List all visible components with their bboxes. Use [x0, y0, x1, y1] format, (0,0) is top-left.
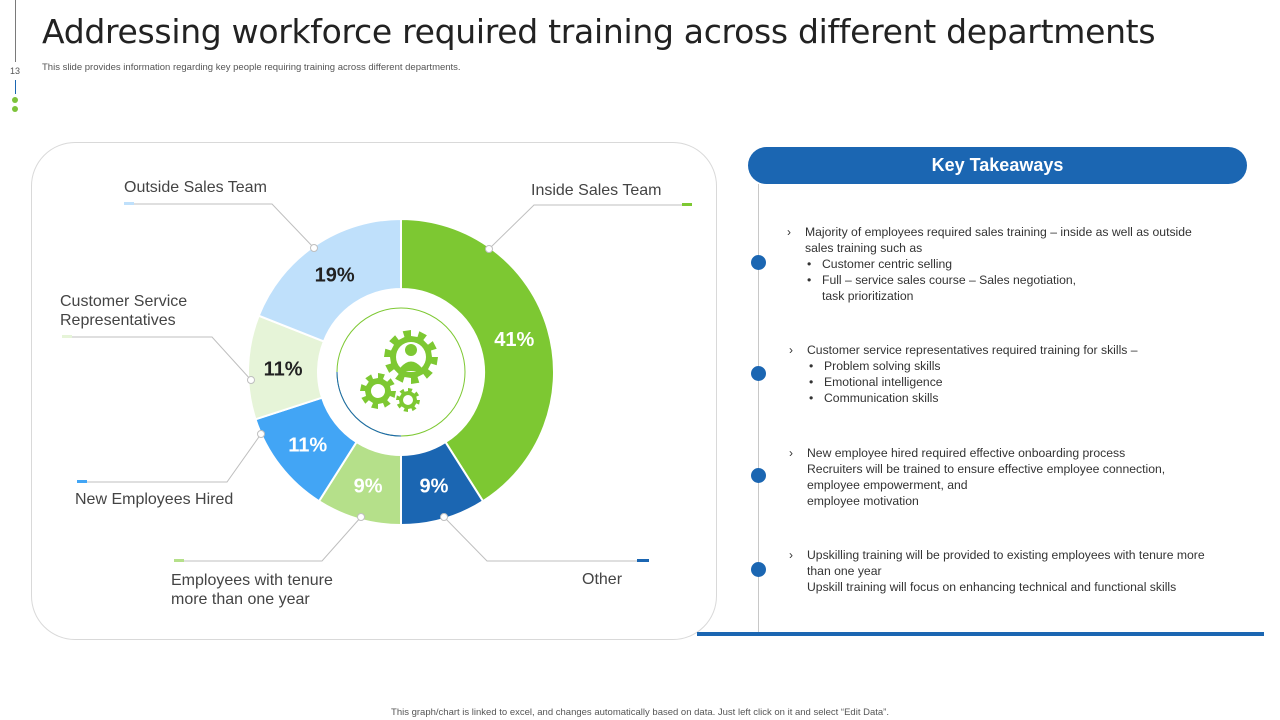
accent-dot: [12, 106, 18, 112]
slice-value-label: 9%: [419, 475, 448, 497]
slice-value-label: 19%: [315, 264, 355, 286]
footer-note: This graph/chart is linked to excel, and…: [391, 707, 889, 718]
chart-card: 41% 9% 9% 11% 11% 19% Outside Sales Team Insi…: [31, 142, 717, 640]
takeaway-text: than one year: [807, 564, 882, 578]
leader-line: [443, 516, 647, 562]
key-takeaways-header: Key Takeaways: [748, 147, 1247, 184]
legend-swatch: [637, 559, 649, 562]
slice-value-label: 9%: [354, 475, 383, 497]
slice-label-other: Other: [582, 571, 623, 588]
legend-swatch: [174, 559, 184, 562]
bullet-item: Communication skills: [789, 390, 1259, 406]
takeaway-item-4: › Upskilling training will be provided to…: [789, 547, 1259, 595]
slice-label-tenure: Employees with tenure more than one year: [171, 572, 333, 608]
timeline-dot: [751, 562, 766, 577]
bottom-accent-bar: [697, 632, 1264, 636]
legend-swatch: [77, 480, 87, 483]
takeaway-text: New employee hired required effective on…: [807, 446, 1126, 460]
takeaway-text: sales training such as: [805, 241, 923, 255]
slice-value-label: 11%: [264, 358, 303, 380]
bullet-continuation: task prioritization: [822, 289, 914, 303]
side-accent-line: [15, 0, 16, 62]
page-number: 13: [9, 66, 20, 76]
bullet-item: Emotional intelligence: [789, 374, 1259, 390]
leader-line: [488, 204, 682, 250]
timeline-line: [758, 184, 759, 634]
takeaway-item-3: › New employee hired required effective o…: [789, 445, 1259, 509]
chevron-right-icon: ›: [789, 343, 793, 357]
leader-line: [174, 516, 362, 562]
side-accent-line-lower: [15, 80, 16, 94]
chevron-right-icon: ›: [789, 446, 793, 460]
donut-slice[interactable]: [257, 217, 402, 343]
chevron-right-icon: ›: [787, 225, 791, 239]
leader-dot: [310, 244, 318, 252]
inner-ring-accent: [336, 371, 402, 437]
legend-swatch: [682, 203, 692, 206]
legend-swatch: [124, 202, 134, 205]
slice-label-customer-service: Customer Service Representatives: [60, 293, 188, 329]
leader-line: [77, 433, 262, 483]
takeaway-text: Customer service representatives require…: [807, 343, 1138, 357]
bullet-item: Customer centric selling: [787, 256, 1257, 272]
leader-dot: [257, 430, 265, 438]
slice-label-inside-sales: Inside Sales Team: [531, 182, 662, 199]
takeaway-text: employee motivation: [807, 494, 919, 508]
leader-line: [62, 336, 252, 381]
leader-dot: [357, 513, 365, 521]
takeaway-text: Recruiters will be trained to ensure eff…: [807, 462, 1166, 476]
takeaway-item-2: › Customer service representatives requir…: [789, 342, 1259, 406]
gears-person-icon: [360, 330, 438, 412]
slide-subtitle: This slide provides information regardin…: [42, 62, 461, 73]
slice-value-label: 11%: [288, 434, 327, 456]
leader-dot: [485, 245, 493, 253]
timeline-dot: [751, 468, 766, 483]
bullet-item: Full – service sales course – Sales nego…: [787, 272, 1257, 288]
donut-chart[interactable]: 41% 9% 9% 11% 11% 19%: [32, 143, 718, 641]
slice-label-outside-sales: Outside Sales Team: [124, 179, 267, 196]
leader-dot: [440, 513, 448, 521]
donut-slice[interactable]: [400, 217, 555, 503]
leader-line: [124, 203, 315, 249]
takeaway-text: Upskill training will focus on enhancing…: [807, 580, 1177, 594]
bullet-item: Problem solving skills: [789, 358, 1259, 374]
takeaway-text: Majority of employees required sales tra…: [805, 225, 1192, 239]
timeline-dot: [751, 255, 766, 270]
takeaway-item-1: › Majority of employees required sales tr…: [787, 224, 1257, 304]
leader-dot: [247, 376, 255, 384]
legend-swatch: [62, 335, 72, 338]
slice-value-label: 41%: [494, 329, 534, 351]
takeaway-text: employee empowerment, and: [807, 478, 968, 492]
accent-dot: [12, 97, 18, 103]
timeline-dot: [751, 366, 766, 381]
slice-label-new-employees: New Employees Hired: [75, 491, 234, 508]
slide-title: Addressing workforce required training a…: [42, 12, 1156, 51]
takeaway-text: Upskilling training will be provided to …: [807, 548, 1205, 562]
chevron-right-icon: ›: [789, 548, 793, 562]
